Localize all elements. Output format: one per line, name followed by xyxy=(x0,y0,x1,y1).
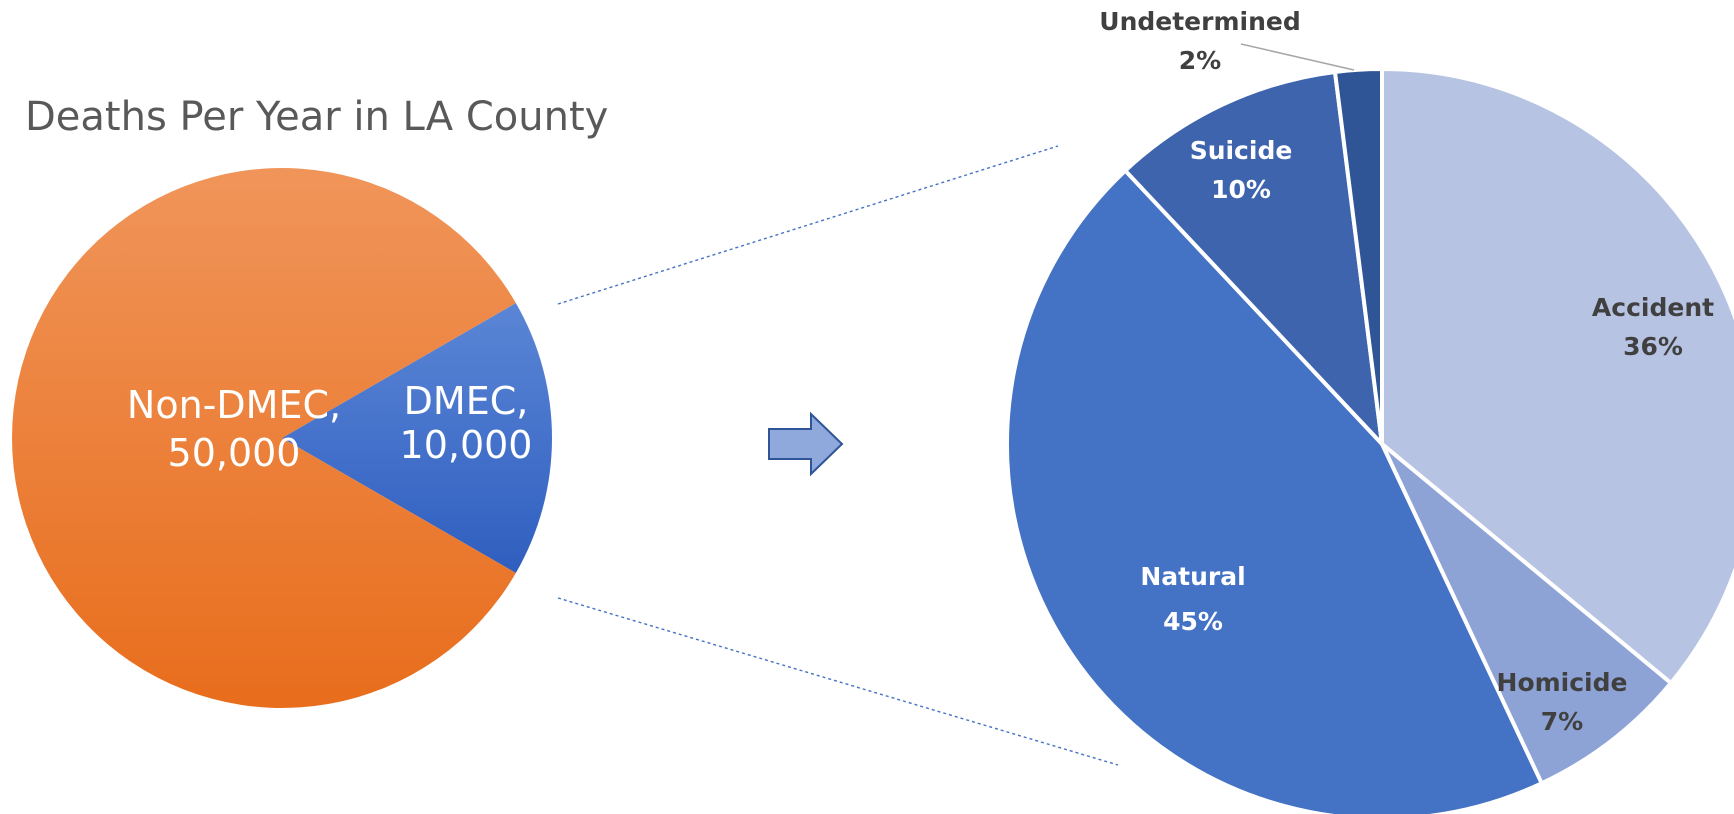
slice-label-accident: Accident 36% xyxy=(1592,293,1714,361)
pie-chart-deaths xyxy=(12,167,553,708)
pie-chart-manner-of-death xyxy=(1004,67,1734,814)
pie-slice-accident xyxy=(1380,67,1734,686)
pie-slice-suicide xyxy=(1123,69,1384,446)
slice-label-homicide: Homicide 7% xyxy=(1497,668,1628,736)
pie-chart-deaths-labels: DMEC, 10,000 Non-DMEC, 50,000 xyxy=(127,379,533,475)
connector-line-top xyxy=(557,145,1059,305)
pie-chart-manner-labels: Accident 36% Homicide 7% Natural 45% Suicide 10… xyxy=(1099,7,1714,736)
pie-slice-non-dmec xyxy=(12,167,516,708)
connector-line-bottom xyxy=(557,597,1119,766)
right-arrow-icon xyxy=(768,411,844,477)
pie-slice-undetermined xyxy=(1333,67,1384,446)
slice-label-natural: Natural 45% xyxy=(1140,562,1245,636)
pie-slice-homicide xyxy=(1380,442,1673,786)
pie-slice-dmec xyxy=(282,303,553,573)
slice-label-dmec: DMEC, 10,000 xyxy=(400,379,533,467)
undetermined-leader-line xyxy=(1240,43,1355,71)
slice-label-suicide: Suicide 10% xyxy=(1190,136,1293,204)
slice-label-undetermined: Undetermined 2% xyxy=(1099,7,1300,75)
pie-slice-natural xyxy=(1004,168,1544,814)
chart-title: Deaths Per Year in LA County xyxy=(25,94,608,140)
slice-label-non-dmec: Non-DMEC, 50,000 xyxy=(127,383,341,475)
